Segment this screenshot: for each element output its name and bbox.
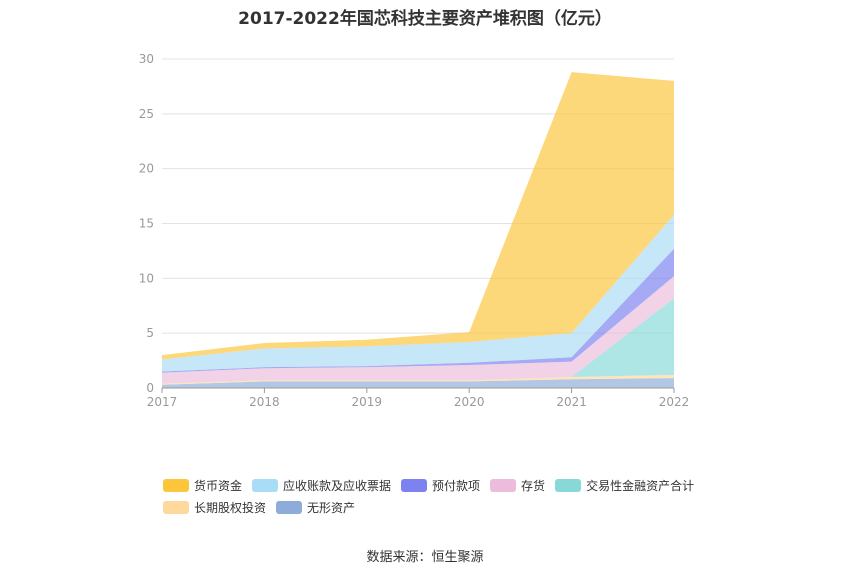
legend-swatch xyxy=(401,478,428,492)
y-tick-label: 0 xyxy=(146,381,154,395)
legend-item[interactable]: 应收账款及应收票据 xyxy=(252,474,391,496)
x-tick-label: 2018 xyxy=(249,395,280,409)
data-source: 数据来源：恒生聚源 xyxy=(366,550,484,565)
legend-swatch xyxy=(490,478,517,492)
x-tick-label: 2020 xyxy=(454,395,485,409)
axes: 0 5 10 15 20 25 30 2017 2018 2019 2020 2021 2022 xyxy=(139,52,690,409)
legend-item[interactable]: 无形资产 xyxy=(276,496,355,518)
x-tick-label: 2017 xyxy=(147,395,178,409)
legend-label: 预付款项 xyxy=(432,478,481,493)
legend: 货币资金 应收账款及应收票据 预付款项 存货 交易性金融资产合计长期股权投资 无形资产 xyxy=(163,474,723,518)
x-tick-label: 2022 xyxy=(659,395,690,409)
y-tick-label: 25 xyxy=(139,107,154,121)
chart-title: 2017-2022年国芯科技主要资产堆积图（亿元） xyxy=(238,9,612,29)
y-tick-label: 20 xyxy=(139,162,154,176)
x-tick-label: 2021 xyxy=(556,395,587,409)
legend-swatch xyxy=(163,478,189,492)
legend-label: 货币资金 xyxy=(194,478,243,493)
area-series-0 xyxy=(162,378,674,388)
area-series-2 xyxy=(162,298,674,384)
legend-item[interactable]: 交易性金融资产合计 xyxy=(555,474,694,496)
legend-item[interactable]: 预付款项 xyxy=(401,474,480,496)
area-series-3 xyxy=(162,276,674,384)
legend-swatch xyxy=(252,478,279,492)
legend-swatch xyxy=(276,500,303,514)
series-areas xyxy=(162,72,674,388)
area-series-6 xyxy=(162,72,674,360)
y-tick-label: 15 xyxy=(139,217,154,231)
legend-item[interactable]: 存货 xyxy=(490,474,545,496)
legend-item[interactable]: 货币资金 xyxy=(163,474,242,496)
y-tick-label: 30 xyxy=(139,52,154,66)
x-tick-label: 2019 xyxy=(352,395,383,409)
legend-swatch xyxy=(163,500,189,514)
y-tick-label: 10 xyxy=(139,271,154,285)
legend-label: 应收账款及应收票据 xyxy=(283,478,392,493)
legend-label: 长期股权投资 xyxy=(194,500,267,515)
area-series-5 xyxy=(162,214,674,372)
legend-swatch xyxy=(555,478,582,492)
legend-item[interactable]: 长期股权投资 xyxy=(163,496,266,518)
legend-label: 无形资产 xyxy=(307,500,356,515)
y-tick-label: 5 xyxy=(146,326,154,340)
legend-label: 交易性金融资产合计 xyxy=(586,478,695,493)
legend-row: 货币资金 应收账款及应收票据 预付款项 存货 交易性金融资产合计长期股权投资 无形资产 xyxy=(163,474,723,518)
legend-label: 存货 xyxy=(521,478,546,493)
